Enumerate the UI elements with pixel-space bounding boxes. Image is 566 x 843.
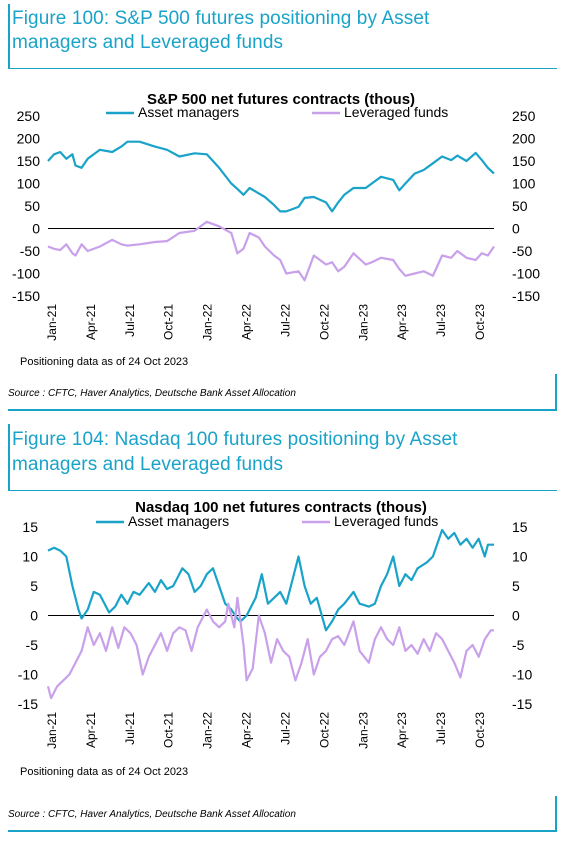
- x-tick-label: Jan-23: [356, 712, 370, 749]
- y-tick-label-left: 250: [17, 108, 41, 124]
- figure-2-title-rule: [8, 490, 557, 491]
- figure-1-left-border: [8, 4, 10, 68]
- y-tick-label-right: 150: [512, 153, 536, 169]
- figure-1-title-line-2: managers and Leveraged funds: [12, 32, 284, 53]
- x-tick-label: Jan-21: [45, 304, 59, 341]
- legend-leveraged-funds-label: Leveraged funds: [344, 104, 448, 120]
- figure-1-source: Source : CFTC, Haver Analytics, Deutsche…: [8, 388, 296, 399]
- sp500-chart: S&P 500 net futures contracts (thous) 250…: [12, 91, 540, 341]
- y-tick-label-right: 10: [512, 549, 528, 565]
- y-tick-label-right: 0: [512, 608, 520, 624]
- x-tick-label: Apr-21: [84, 712, 98, 748]
- legend-leveraged-funds-label: Leveraged funds: [334, 513, 438, 529]
- x-tick-label: Oct-21: [162, 304, 176, 340]
- y-tick-label-left: 5: [30, 578, 38, 594]
- figure-2-source: Source : CFTC, Haver Analytics, Deutsche…: [8, 809, 296, 820]
- y-tick-label-right: -15: [512, 696, 532, 712]
- legend-asset-managers-label: Asset managers: [138, 104, 239, 120]
- x-tick-label: Apr-22: [240, 712, 254, 748]
- y-tick-label-right: -5: [512, 637, 525, 653]
- y-tick-label-right: 200: [512, 131, 536, 147]
- y-tick-label-right: 5: [512, 578, 520, 594]
- y-tick-label-left: 150: [17, 153, 41, 169]
- y-tick-label-right: 100: [512, 176, 536, 192]
- y-tick-label-right: 15: [512, 519, 528, 535]
- leveraged-funds-line: [47, 220, 495, 282]
- y-tick-label-left: 100: [17, 176, 41, 192]
- y-tick-label-left: 10: [22, 549, 38, 565]
- x-tick-label: Oct-21: [162, 712, 176, 748]
- y-tick-label-left: -50: [20, 243, 40, 259]
- y-tick-label-left: -150: [12, 288, 40, 304]
- y-tick-label-left: -100: [12, 266, 40, 282]
- y-tick-label-right: -10: [512, 667, 532, 683]
- x-tick-label: Oct-23: [473, 712, 487, 748]
- figure-2-right-border: [555, 796, 557, 831]
- x-tick-label: Apr-23: [395, 304, 409, 340]
- x-tick-label: Jul-22: [278, 304, 292, 337]
- y-tick-label-left: -5: [26, 637, 39, 653]
- asset-managers-line: [47, 528, 494, 632]
- figure-1-positioning-note: Positioning data as of 24 Oct 2023: [20, 356, 189, 368]
- x-tick-label: Oct-22: [317, 712, 331, 748]
- y-tick-label-left: -15: [18, 696, 38, 712]
- x-tick-label: Jul-22: [278, 712, 292, 745]
- leveraged-funds-line: [46, 596, 494, 700]
- x-tick-label: Jan-22: [201, 712, 215, 749]
- figure-2-positioning-note: Positioning data as of 24 Oct 2023: [20, 766, 189, 778]
- y-tick-label-left: -10: [18, 667, 38, 683]
- y-tick-label-right: 50: [512, 198, 528, 214]
- x-tick-label: Jul-23: [434, 712, 448, 745]
- y-tick-label-left: 15: [22, 519, 38, 535]
- figure-2-bottom-rule: [8, 830, 557, 832]
- figure-1-title-line-1: Figure 100: S&P 500 futures positioning …: [12, 8, 430, 29]
- figure-2-left-border: [8, 424, 10, 490]
- chart-title: Nasdaq 100 net futures contracts (thous): [135, 499, 427, 516]
- x-tick-label: Jan-22: [201, 304, 215, 341]
- legend-asset-managers-label: Asset managers: [128, 513, 229, 529]
- nasdaq-chart: Nasdaq 100 net futures contracts (thous)…: [18, 499, 533, 749]
- x-tick-label: Oct-23: [473, 304, 487, 340]
- x-tick-label: Apr-23: [395, 712, 409, 748]
- figure-2-title-line-2: managers and Leveraged funds: [12, 454, 284, 475]
- y-tick-label-left: 200: [17, 131, 41, 147]
- asset-managers-line: [47, 140, 495, 213]
- x-tick-label: Jan-21: [45, 712, 59, 749]
- y-tick-label-right: 250: [512, 108, 536, 124]
- y-tick-label-left: 0: [32, 221, 40, 237]
- figure-2-title-line-1: Figure 104: Nasdaq 100 futures positioni…: [12, 429, 458, 450]
- y-tick-label-right: -150: [512, 288, 540, 304]
- x-tick-label: Jul-21: [123, 304, 137, 337]
- y-tick-label-left: 0: [30, 608, 38, 624]
- x-tick-label: Jan-23: [356, 304, 370, 341]
- y-tick-label-right: -50: [512, 243, 532, 259]
- figure-1-bottom-rule: [8, 409, 557, 411]
- chart-title: S&P 500 net futures contracts (thous): [147, 91, 415, 108]
- y-tick-label-right: -100: [512, 266, 540, 282]
- figure-1-title-rule: [8, 68, 557, 69]
- x-tick-label: Apr-21: [84, 304, 98, 340]
- y-tick-label-left: 50: [24, 198, 40, 214]
- x-tick-label: Jul-23: [434, 304, 448, 337]
- x-tick-label: Jul-21: [123, 712, 137, 745]
- y-tick-label-right: 0: [512, 221, 520, 237]
- x-tick-label: Apr-22: [240, 304, 254, 340]
- x-tick-label: Oct-22: [317, 304, 331, 340]
- figure-1-right-border: [555, 374, 557, 410]
